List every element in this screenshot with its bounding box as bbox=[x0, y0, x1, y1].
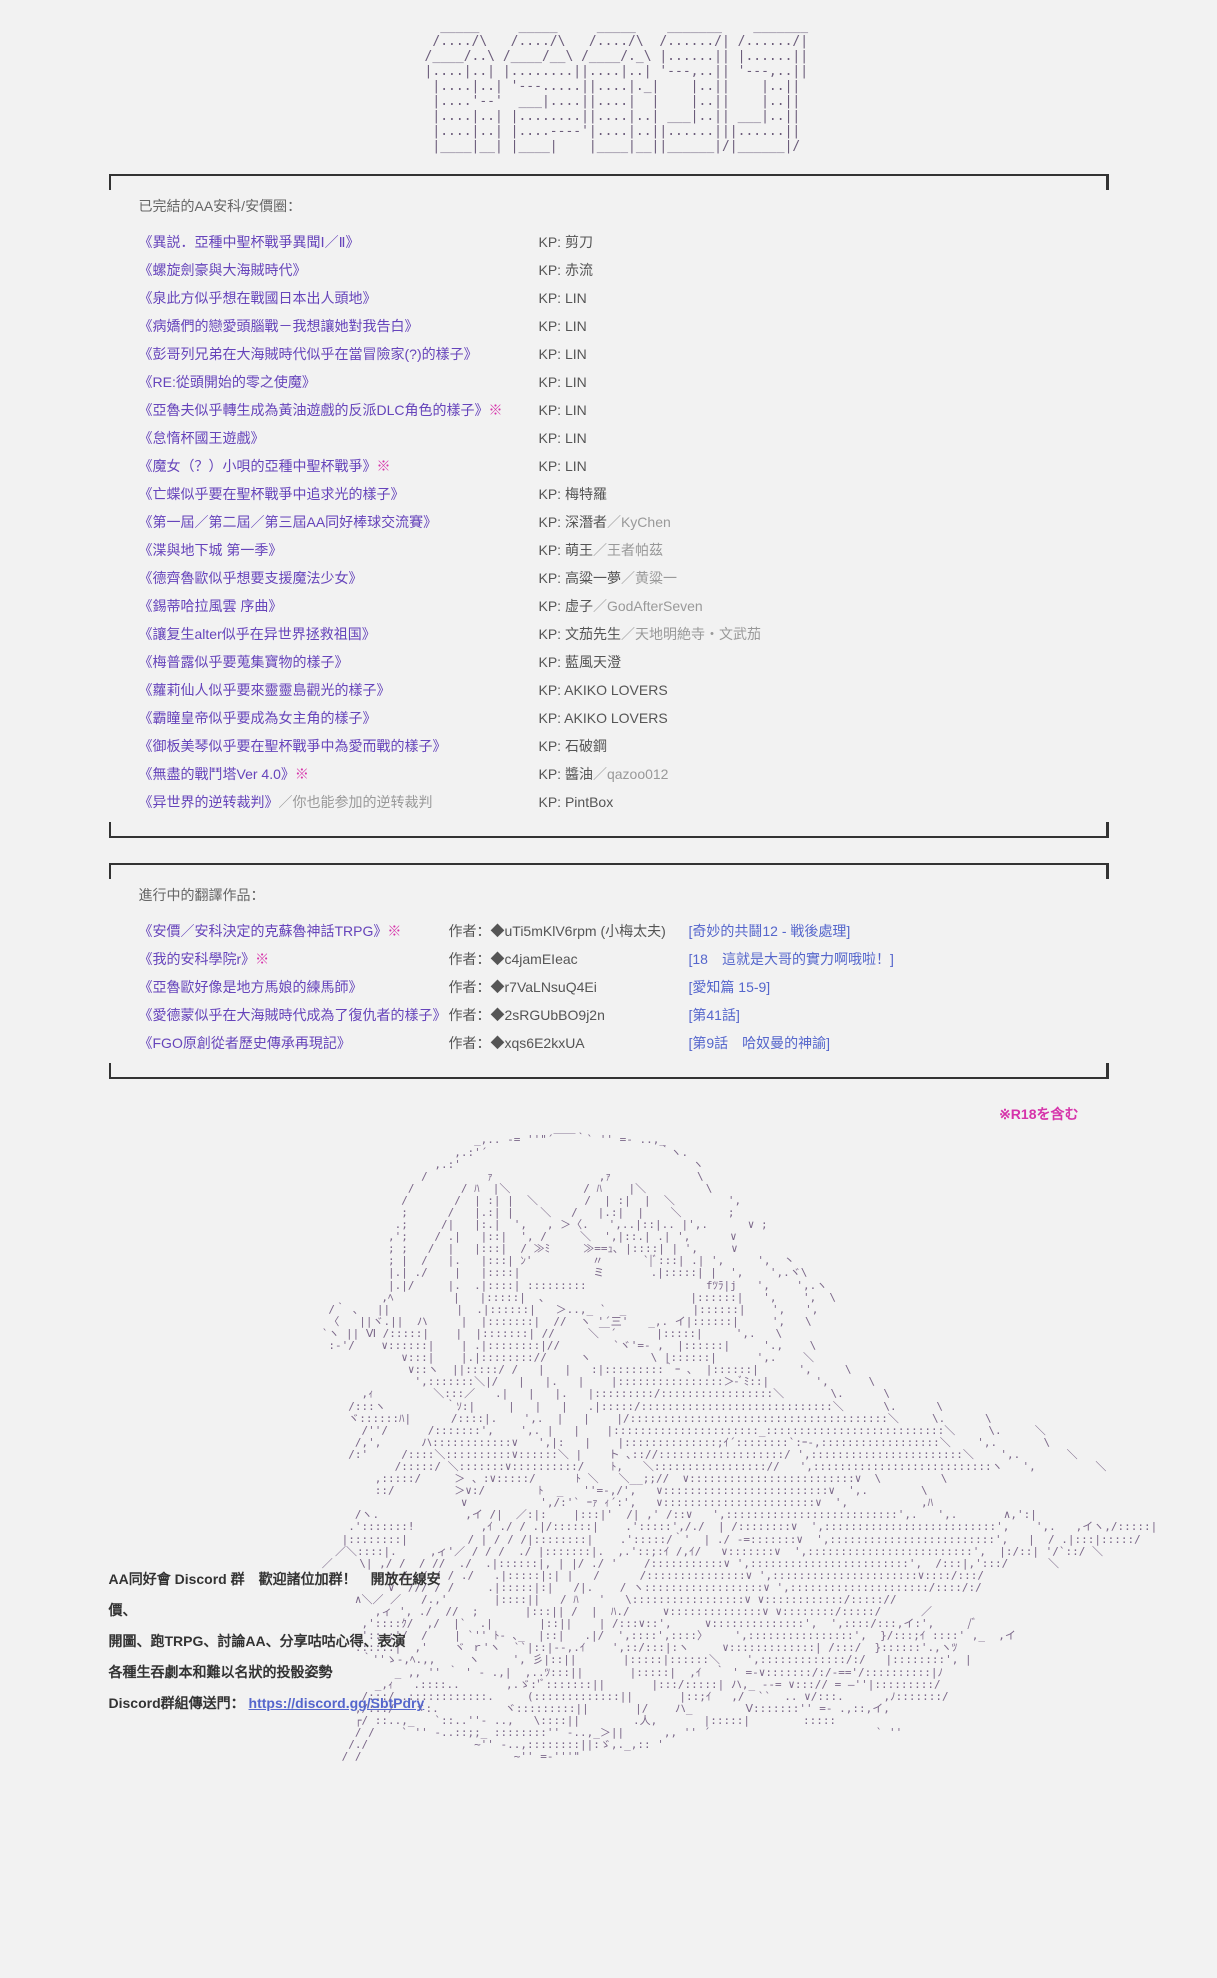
trans-author: 作者：◆2sRGUbBO9j2n bbox=[449, 1001, 689, 1029]
discord-line4: Discord群組傳送門： https://discord.gg/SbtPdry bbox=[109, 1688, 449, 1719]
completed-work-row: 《蘿莉仙人似乎要來靈靈島觀光的樣子》 KP: AKIKO LOVERS bbox=[139, 676, 1079, 704]
work-title[interactable]: 《蘿莉仙人似乎要來靈靈島觀光的樣子》 bbox=[139, 676, 519, 704]
work-kp: KP: LIN bbox=[539, 340, 587, 368]
trans-work-row: 《亞魯歐好像是地方馬娘的練馬師》作者：◆r7VaLNsuQ4Ei[愛知篇 15-… bbox=[139, 973, 1079, 1001]
trans-title[interactable]: 《FGO原創從者歷史傳承再現記》 bbox=[139, 1029, 449, 1057]
work-kp: KP: 萌王／王者帕茲 bbox=[539, 536, 663, 564]
work-title[interactable]: 《無盡的戰鬥塔Ver 4.0》※ bbox=[139, 760, 519, 788]
work-kp: KP: 藍風天澄 bbox=[539, 648, 621, 676]
work-title[interactable]: 《讓复生alter似乎在异世界拯救祖国》 bbox=[139, 620, 519, 648]
completed-work-row: 《錫蒂哈拉風雲 序曲》 KP: 虚子／GodAfterSeven bbox=[139, 592, 1079, 620]
trans-title[interactable]: 《亞魯歐好像是地方馬娘的練馬師》 bbox=[139, 973, 449, 1001]
completed-work-row: 《怠惰杯國王遊戲》 KP: LIN bbox=[139, 424, 1079, 452]
completed-work-row: 《螺旋劍豪與大海賊時代》 KP: 赤流 bbox=[139, 256, 1079, 284]
work-title[interactable]: 《德齊魯歐似乎想要支援魔法少女》 bbox=[139, 564, 519, 592]
discord-link[interactable]: https://discord.gg/SbtPdry bbox=[249, 1695, 425, 1711]
completed-work-row: 《第一屆／第二屆／第三屆AA同好棒球交流賽》 KP: 深潛者／KyChen bbox=[139, 508, 1079, 536]
translation-works-section: 進行中的翻譯作品： 《安價／安科決定的克蘇魯神話TRPG》※作者：◆uTi5mK… bbox=[109, 863, 1109, 1079]
completed-work-row: 《亞魯夫似乎轉生成為黃油遊戲的反派DLC角色的樣子》※ KP: LIN bbox=[139, 396, 1079, 424]
ascii-title-art: _____ _____ _____ _______ _______ /..../… bbox=[109, 20, 1109, 154]
work-kp: KP: 文茄先生／天地明絶寺・文武茄 bbox=[539, 620, 761, 648]
completed-work-row: 《病嬌們的戀愛頭腦戰－我想讓她對我告白》 KP: LIN bbox=[139, 312, 1079, 340]
completed-work-row: 《渫與地下城 第一季》 KP: 萌王／王者帕茲 bbox=[139, 536, 1079, 564]
work-kp: KP: LIN bbox=[539, 312, 587, 340]
completed-work-row: 《異説．亞種中聖杯戰爭異聞Ⅰ／Ⅱ》 KP: 剪刀 bbox=[139, 228, 1079, 256]
discord-info: AA同好會 Discord 群 歡迎諸位加群！ 開放在線安價、 開圖、跑TRPG… bbox=[109, 1564, 449, 1718]
work-kp: KP: PintBox bbox=[539, 788, 614, 816]
work-kp: KP: LIN bbox=[539, 396, 587, 424]
work-title[interactable]: 《螺旋劍豪與大海賊時代》 bbox=[139, 256, 519, 284]
trans-title[interactable]: 《安價／安科決定的克蘇魯神話TRPG》※ bbox=[139, 917, 449, 945]
work-title[interactable]: 《異説．亞種中聖杯戰爭異聞Ⅰ／Ⅱ》 bbox=[139, 228, 519, 256]
footer-section: AA同好會 Discord 群 歡迎諸位加群！ 開放在線安價、 開圖、跑TRPG… bbox=[109, 1134, 1109, 1763]
work-title[interactable]: 《第一屆／第二屆／第三屆AA同好棒球交流賽》 bbox=[139, 508, 519, 536]
completed-work-row: 《RE:從頭開始的零之使魔》 KP: LIN bbox=[139, 368, 1079, 396]
section2-title: 進行中的翻譯作品： bbox=[139, 885, 1079, 905]
work-title[interactable]: 《梅普露似乎要蒐集寶物的樣子》 bbox=[139, 648, 519, 676]
completed-work-row: 《彭哥列兄弟在大海賊時代似乎在當冒險家(?)的樣子》 KP: LIN bbox=[139, 340, 1079, 368]
work-kp: KP: 深潛者／KyChen bbox=[539, 508, 671, 536]
work-kp: KP: 梅特羅 bbox=[539, 480, 607, 508]
work-title[interactable]: 《魔女（？）小唄的亞種中聖杯戰爭》※ bbox=[139, 452, 519, 480]
work-title[interactable]: 《渫與地下城 第一季》 bbox=[139, 536, 519, 564]
work-kp: KP: 赤流 bbox=[539, 256, 593, 284]
completed-work-row: 《泉此方似乎想在戰國日本出人頭地》 KP: LIN bbox=[139, 284, 1079, 312]
trans-chapter-link[interactable]: [奇妙的共鬪12 - 戦後處理] bbox=[689, 917, 851, 945]
completed-work-row: 《异世界的逆转裁判》／你也能参加的逆转裁判 KP: PintBox bbox=[139, 788, 1079, 816]
r18-notice: ※R18を含む bbox=[109, 1104, 1109, 1124]
completed-work-row: 《霸瞳皇帝似乎要成為女主角的樣子》 KP: AKIKO LOVERS bbox=[139, 704, 1079, 732]
translation-works-list: 《安價／安科決定的克蘇魯神話TRPG》※作者：◆uTi5mKlV6rpm (小梅… bbox=[139, 917, 1079, 1057]
work-kp: KP: LIN bbox=[539, 284, 587, 312]
work-kp: KP: LIN bbox=[539, 424, 587, 452]
work-title[interactable]: 《御板美琴似乎要在聖杯戰爭中為愛而戰的樣子》 bbox=[139, 732, 519, 760]
work-kp: KP: AKIKO LOVERS bbox=[539, 676, 668, 704]
trans-work-row: 《安價／安科決定的克蘇魯神話TRPG》※作者：◆uTi5mKlV6rpm (小梅… bbox=[139, 917, 1079, 945]
trans-author: 作者：◆c4jamEIeac bbox=[449, 945, 689, 973]
work-kp: KP: LIN bbox=[539, 452, 587, 480]
trans-title[interactable]: 《我的安科學院r》※ bbox=[139, 945, 449, 973]
trans-chapter-link[interactable]: [愛知篇 15-9] bbox=[689, 973, 771, 1001]
work-title[interactable]: 《亞魯夫似乎轉生成為黃油遊戲的反派DLC角色的樣子》※ bbox=[139, 396, 519, 424]
completed-work-row: 《梅普露似乎要蒐集寶物的樣子》 KP: 藍風天澄 bbox=[139, 648, 1079, 676]
work-kp: KP: 高粱一夢／黄粱一 bbox=[539, 564, 677, 592]
work-title[interactable]: 《RE:從頭開始的零之使魔》 bbox=[139, 368, 519, 396]
completed-works-section: 已完結的AA安科/安價圈： 《異説．亞種中聖杯戰爭異聞Ⅰ／Ⅱ》 KP: 剪刀《螺旋… bbox=[109, 174, 1109, 838]
trans-title[interactable]: 《愛德蒙似乎在大海賊時代成為了復仇者的樣子》 bbox=[139, 1001, 449, 1029]
trans-author: 作者：◆uTi5mKlV6rpm (小梅太夫) bbox=[449, 917, 689, 945]
work-title[interactable]: 《亡蝶似乎要在聖杯戰爭中追求光的樣子》 bbox=[139, 480, 519, 508]
trans-chapter-link[interactable]: [第41話] bbox=[689, 1001, 740, 1029]
work-title[interactable]: 《錫蒂哈拉風雲 序曲》 bbox=[139, 592, 519, 620]
work-kp: KP: 醬油／qazoo012 bbox=[539, 760, 669, 788]
work-kp: KP: 剪刀 bbox=[539, 228, 593, 256]
completed-work-row: 《亡蝶似乎要在聖杯戰爭中追求光的樣子》 KP: 梅特羅 bbox=[139, 480, 1079, 508]
completed-work-row: 《御板美琴似乎要在聖杯戰爭中為愛而戰的樣子》 KP: 石破鋼 bbox=[139, 732, 1079, 760]
work-title[interactable]: 《泉此方似乎想在戰國日本出人頭地》 bbox=[139, 284, 519, 312]
work-title[interactable]: 《病嬌們的戀愛頭腦戰－我想讓她對我告白》 bbox=[139, 312, 519, 340]
discord-line2: 開圖、跑TRPG、討論AA、分享咕咕心得、表演 bbox=[109, 1626, 449, 1657]
work-title[interactable]: 《异世界的逆转裁判》／你也能参加的逆转裁判 bbox=[139, 788, 519, 816]
trans-author: 作者：◆xqs6E2kxUA bbox=[449, 1029, 689, 1057]
section1-title: 已完結的AA安科/安價圈： bbox=[139, 196, 1079, 216]
work-title[interactable]: 《彭哥列兄弟在大海賊時代似乎在當冒險家(?)的樣子》 bbox=[139, 340, 519, 368]
work-title[interactable]: 《怠惰杯國王遊戲》 bbox=[139, 424, 519, 452]
work-kp: KP: LIN bbox=[539, 368, 587, 396]
trans-work-row: 《愛德蒙似乎在大海賊時代成為了復仇者的樣子》作者：◆2sRGUbBO9j2n[第… bbox=[139, 1001, 1079, 1029]
discord-line1: AA同好會 Discord 群 歡迎諸位加群！ 開放在線安價、 bbox=[109, 1564, 449, 1626]
completed-works-list: 《異説．亞種中聖杯戰爭異聞Ⅰ／Ⅱ》 KP: 剪刀《螺旋劍豪與大海賊時代》 KP: 赤… bbox=[139, 228, 1079, 816]
trans-author: 作者：◆r7VaLNsuQ4Ei bbox=[449, 973, 689, 1001]
completed-work-row: 《無盡的戰鬥塔Ver 4.0》※ KP: 醬油／qazoo012 bbox=[139, 760, 1079, 788]
discord-line3: 各種生吞劇本和難以名狀的投骰姿勢 bbox=[109, 1657, 449, 1688]
completed-work-row: 《魔女（？）小唄的亞種中聖杯戰爭》※ KP: LIN bbox=[139, 452, 1079, 480]
work-kp: KP: 石破鋼 bbox=[539, 732, 607, 760]
trans-work-row: 《我的安科學院r》※作者：◆c4jamEIeac[18 這就是大哥的實力啊哦啦！… bbox=[139, 945, 1079, 973]
completed-work-row: 《德齊魯歐似乎想要支援魔法少女》 KP: 高粱一夢／黄粱一 bbox=[139, 564, 1079, 592]
trans-chapter-link[interactable]: [第9話 哈奴曼的神諭] bbox=[689, 1029, 831, 1057]
trans-work-row: 《FGO原創從者歷史傳承再現記》作者：◆xqs6E2kxUA[第9話 哈奴曼的神… bbox=[139, 1029, 1079, 1057]
work-title[interactable]: 《霸瞳皇帝似乎要成為女主角的樣子》 bbox=[139, 704, 519, 732]
completed-work-row: 《讓复生alter似乎在异世界拯救祖国》 KP: 文茄先生／天地明絶寺・文武茄 bbox=[139, 620, 1079, 648]
work-kp: KP: AKIKO LOVERS bbox=[539, 704, 668, 732]
work-kp: KP: 虚子／GodAfterSeven bbox=[539, 592, 703, 620]
trans-chapter-link[interactable]: [18 這就是大哥的實力啊哦啦！] bbox=[689, 945, 894, 973]
